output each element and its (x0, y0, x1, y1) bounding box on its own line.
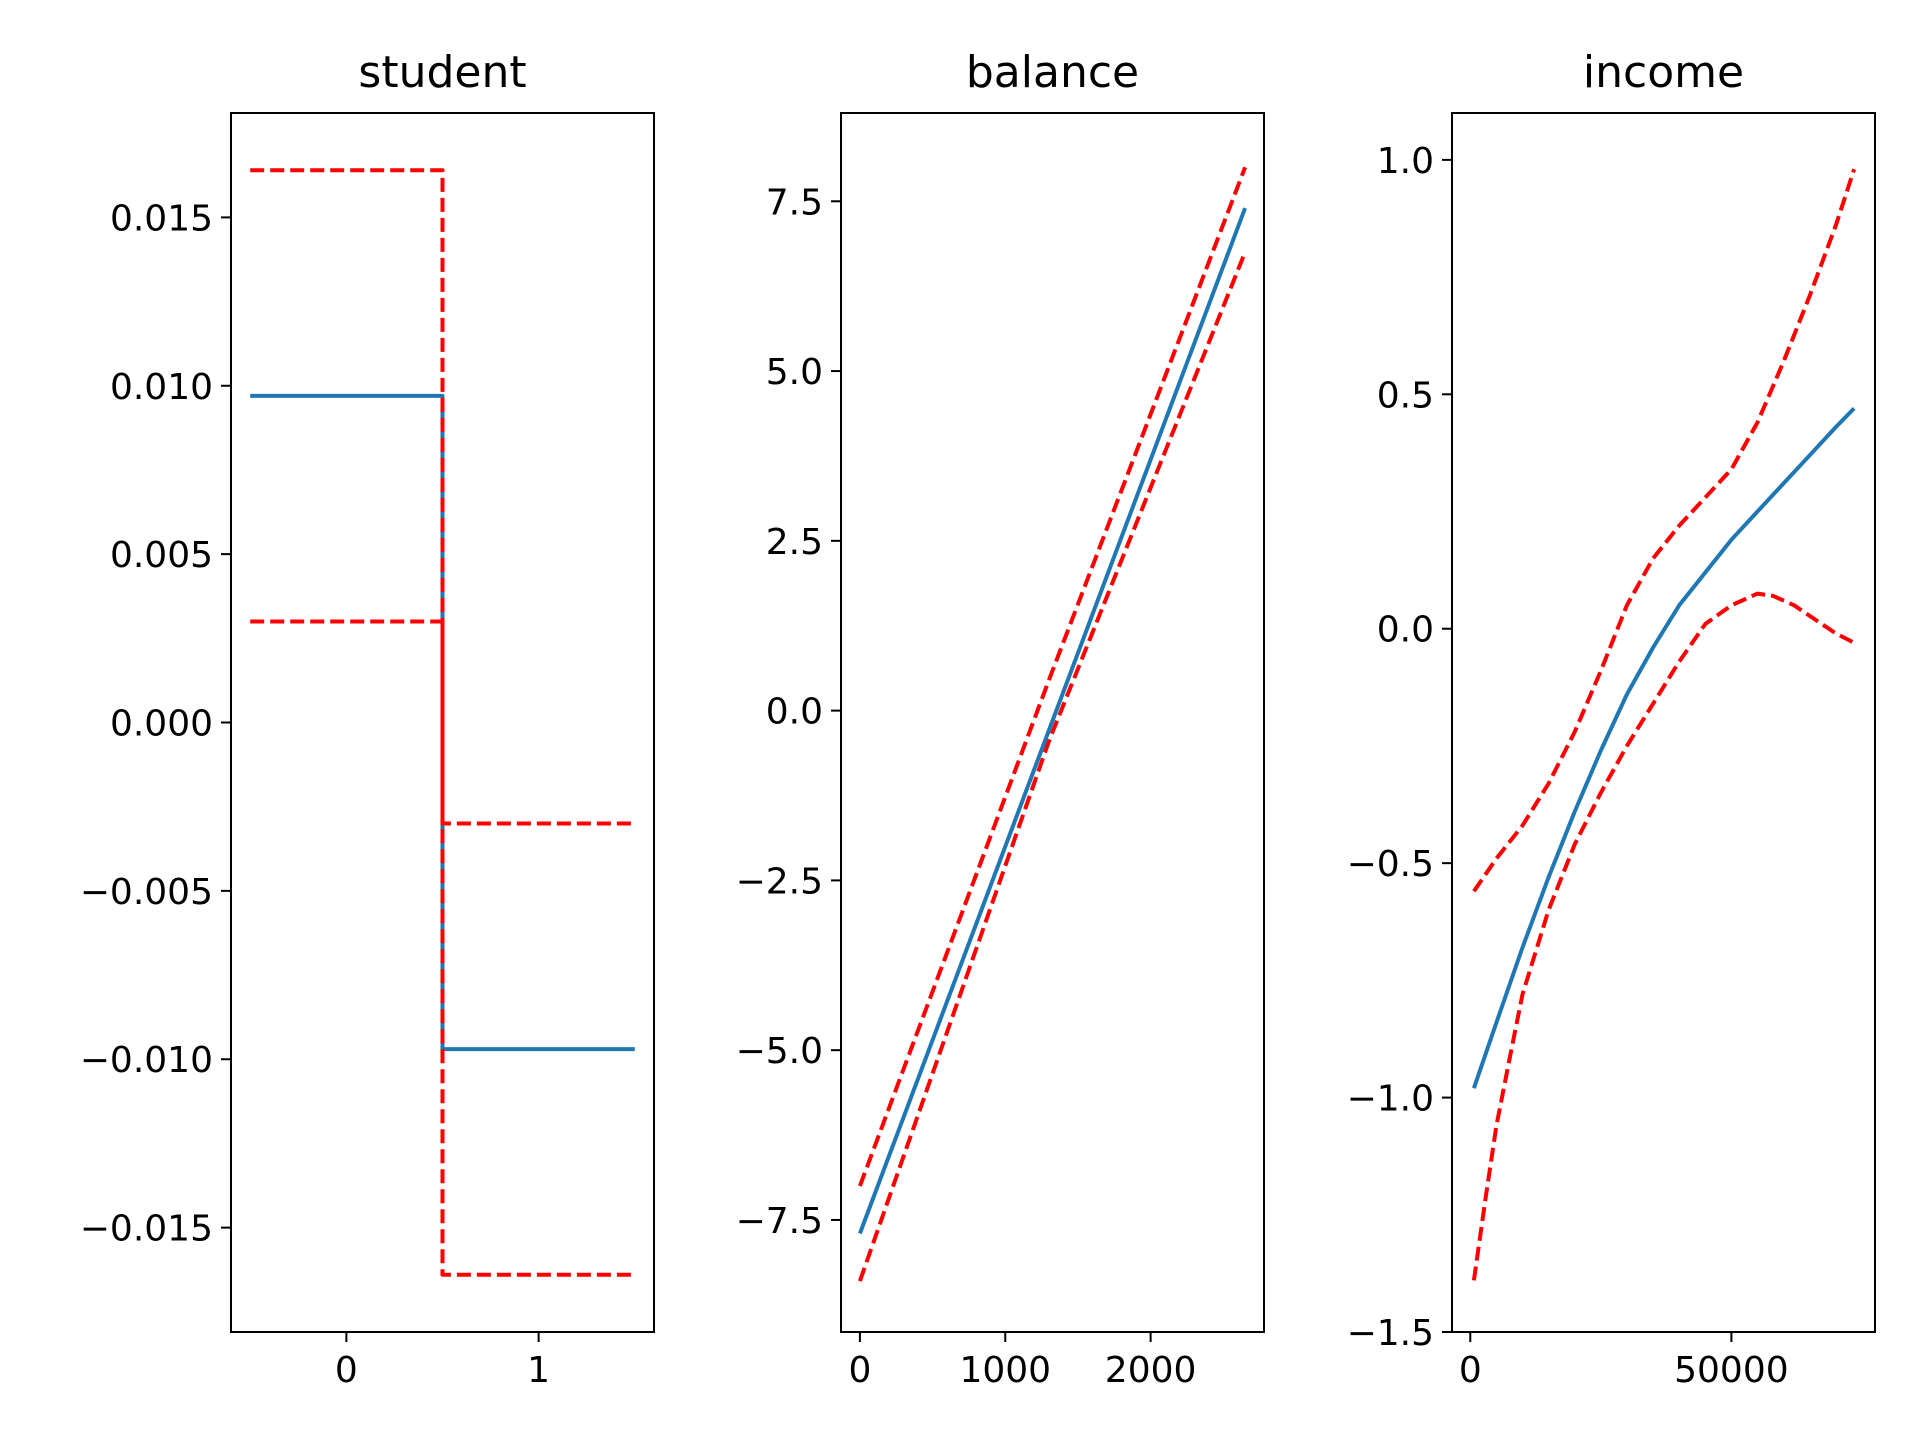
y-tick-label: −1.0 (1347, 1079, 1434, 1120)
y-tick-label: −1.5 (1347, 1313, 1434, 1354)
x-tick-label: 2000 (1105, 1350, 1197, 1391)
y-tick-label: −0.005 (80, 872, 213, 913)
y-tick-label: 0.5 (1377, 375, 1434, 416)
plot-frame (840, 112, 1265, 1333)
x-tick-label: 0 (335, 1350, 358, 1391)
panel-student: 0 1 0.015 0.010 0.005 0.000 −0.005 −0.010 −0.015… (80, 47, 655, 1391)
series-partial-dependence (1472, 407, 1856, 1089)
y-tick-label: 1.0 (1377, 141, 1434, 182)
x-tick-label: 0 (1459, 1350, 1482, 1391)
y-tick-label: 5.0 (766, 352, 823, 393)
panel-title: student (358, 47, 526, 98)
series-partial-dependence (858, 207, 1247, 1235)
x-tick-label: 0 (848, 1350, 871, 1391)
y-tick-label: 0.005 (110, 535, 213, 576)
x-tick-label: 1 (527, 1350, 550, 1391)
y-tick-label: 0.000 (110, 704, 213, 745)
y-tick-label: 0.010 (110, 367, 213, 408)
y-tick-label: 2.5 (766, 522, 823, 563)
series-lower-ci (250, 619, 635, 1277)
y-tick-label: −7.5 (736, 1201, 823, 1242)
y-tick-label: −0.5 (1347, 844, 1434, 885)
y-tick-label: 0.0 (1377, 610, 1434, 651)
y-tick-label: −2.5 (736, 861, 823, 902)
series-lower-ci (858, 251, 1247, 1282)
y-tick-label: 0.0 (766, 692, 823, 733)
series-lower-ci (1471, 591, 1856, 1281)
series-upper-ci (1472, 168, 1857, 893)
plot-frame (1451, 112, 1876, 1333)
y-tick-label: −0.010 (80, 1040, 213, 1081)
x-tick-label: 1000 (959, 1350, 1051, 1391)
y-tick-label: 7.5 (766, 182, 823, 223)
x-tick-label: 50000 (1674, 1350, 1789, 1391)
y-tick-label: −0.015 (80, 1209, 213, 1250)
series-upper-ci (858, 166, 1247, 1187)
y-tick-label: −5.0 (736, 1031, 823, 1072)
y-tick-label: 0.015 (110, 198, 213, 239)
panel-title: balance (966, 47, 1139, 98)
series-upper-ci (250, 168, 635, 826)
panel-income: 0 50000 1.0 0.5 0.0 −0.5 −1.0 −1.5 income (1347, 47, 1876, 1391)
panel-title: income (1583, 47, 1744, 98)
panel-balance: 0 1000 2000 7.5 5.0 2.5 0.0 −2.5 −5.0 −7.5 balance (736, 47, 1265, 1391)
